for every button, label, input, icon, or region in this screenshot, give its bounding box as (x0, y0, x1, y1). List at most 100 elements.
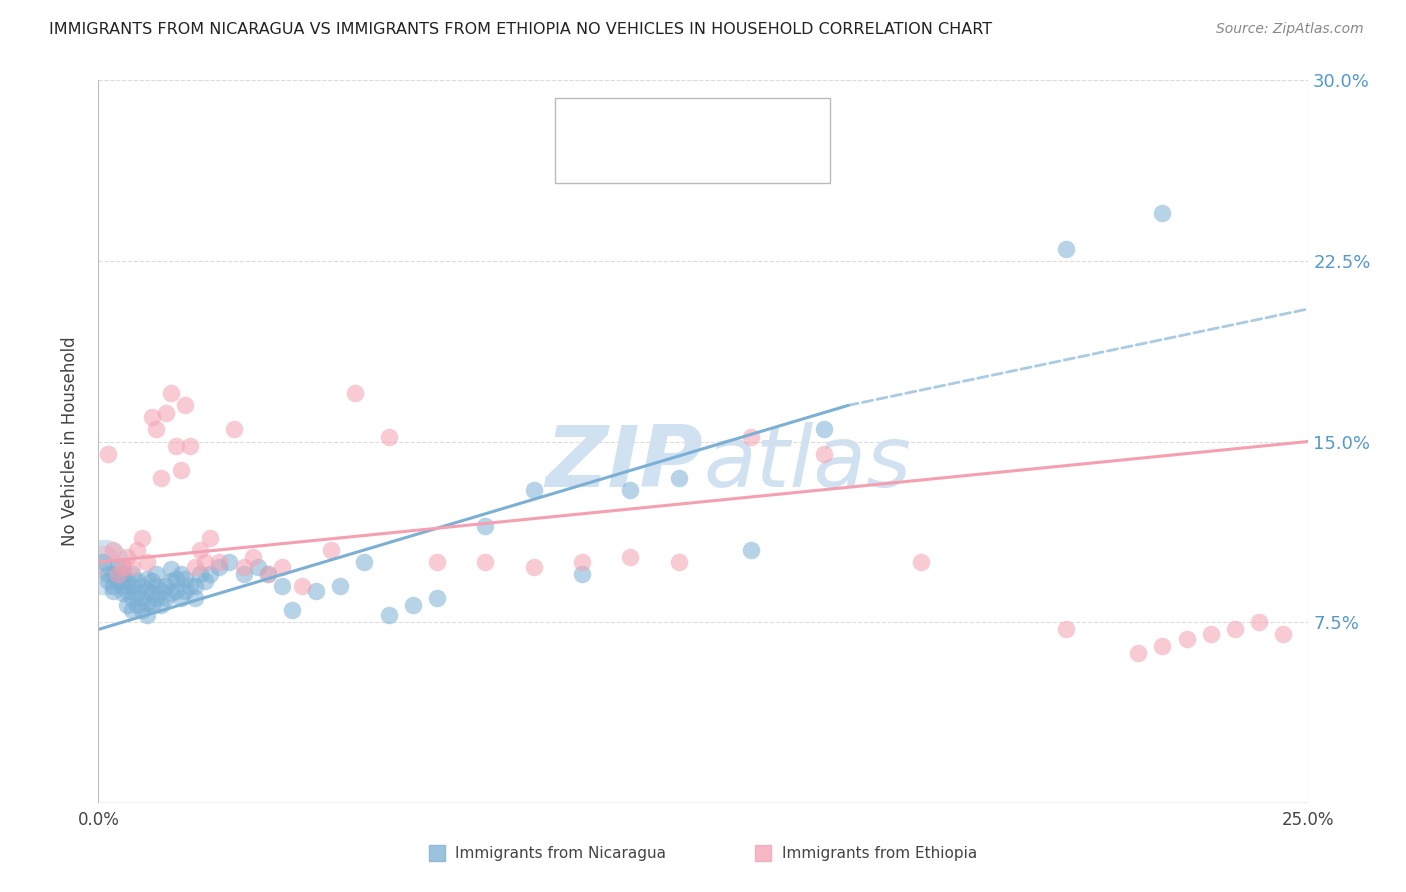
Point (121, 603, 143, 617)
Point (97, 446, 120, 460)
Point (127, 586, 149, 600)
Point (813, 446, 835, 460)
Point (377, 430, 399, 444)
Point (184, 591, 207, 605)
Point (131, 579, 153, 593)
Point (619, 483, 641, 497)
Point (377, 607, 399, 622)
Point (117, 599, 139, 613)
Point (1152, 639, 1174, 653)
Text: N = 49: N = 49 (718, 149, 786, 168)
Point (97, 574, 120, 589)
Point (165, 439, 187, 453)
Point (198, 531, 221, 545)
Point (135, 572, 157, 586)
Point (111, 567, 134, 582)
Point (1223, 623, 1246, 637)
Point (160, 586, 183, 600)
Point (107, 559, 129, 574)
Point (91, 555, 114, 569)
Point (353, 555, 375, 569)
Point (145, 591, 167, 605)
Point (474, 518, 496, 533)
Point (198, 567, 221, 582)
Point (117, 574, 139, 589)
Point (174, 583, 197, 598)
Point (141, 599, 163, 613)
Point (188, 567, 211, 582)
Point (571, 567, 593, 582)
Point (523, 559, 546, 574)
Point (135, 555, 157, 569)
Point (111, 579, 134, 593)
Point (184, 579, 207, 593)
Point (155, 579, 177, 593)
Point (179, 439, 201, 453)
Text: Source: ZipAtlas.com: Source: ZipAtlas.com (1216, 22, 1364, 37)
Text: ZIP: ZIP (546, 422, 703, 505)
Point (222, 422, 245, 436)
Point (174, 572, 197, 586)
Point (135, 596, 157, 610)
Point (155, 406, 177, 420)
Point (281, 603, 304, 617)
Point (101, 567, 124, 582)
Point (101, 583, 124, 598)
Point (343, 386, 366, 401)
Bar (567, 111, 592, 135)
Point (169, 463, 191, 477)
Point (271, 559, 294, 574)
Point (91, 559, 114, 574)
Point (165, 572, 187, 586)
Point (426, 591, 449, 605)
Point (101, 579, 124, 593)
Point (910, 555, 932, 569)
Point (145, 422, 167, 436)
Point (101, 542, 124, 557)
Text: IMMIGRANTS FROM NICARAGUA VS IMMIGRANTS FROM ETHIOPIA NO VEHICLES IN HOUSEHOLD C: IMMIGRANTS FROM NICARAGUA VS IMMIGRANTS … (49, 22, 993, 37)
Point (194, 555, 217, 569)
Point (141, 574, 163, 589)
Point (402, 599, 425, 613)
Point (1175, 632, 1198, 646)
Point (740, 542, 762, 557)
Point (232, 567, 254, 582)
Point (208, 559, 231, 574)
Text: N = 75: N = 75 (718, 113, 786, 132)
Point (141, 586, 163, 600)
Point (523, 483, 546, 497)
Point (329, 579, 352, 593)
Y-axis label: No Vehicles in Household: No Vehicles in Household (60, 336, 79, 547)
Point (619, 550, 641, 565)
Point (208, 555, 231, 569)
Point (256, 567, 278, 582)
Point (1199, 627, 1222, 641)
Point (145, 579, 167, 593)
Point (121, 579, 143, 593)
Point (127, 599, 149, 613)
Point (271, 579, 294, 593)
Point (160, 574, 183, 589)
Point (150, 470, 173, 484)
Point (117, 550, 139, 565)
Point (117, 583, 139, 598)
Point (160, 386, 183, 401)
Point (135, 583, 157, 598)
Text: atlas: atlas (703, 422, 911, 505)
Point (127, 574, 149, 589)
Point (813, 422, 835, 436)
Point (426, 555, 449, 569)
Point (121, 559, 143, 574)
Point (668, 470, 690, 484)
Point (668, 555, 690, 569)
Point (145, 567, 167, 582)
Point (474, 555, 496, 569)
Point (242, 550, 264, 565)
Text: R = 0.205: R = 0.205 (600, 149, 690, 168)
Point (740, 430, 762, 444)
Point (194, 574, 217, 589)
Point (218, 555, 240, 569)
Point (319, 542, 342, 557)
Point (232, 559, 254, 574)
Point (1272, 627, 1295, 641)
